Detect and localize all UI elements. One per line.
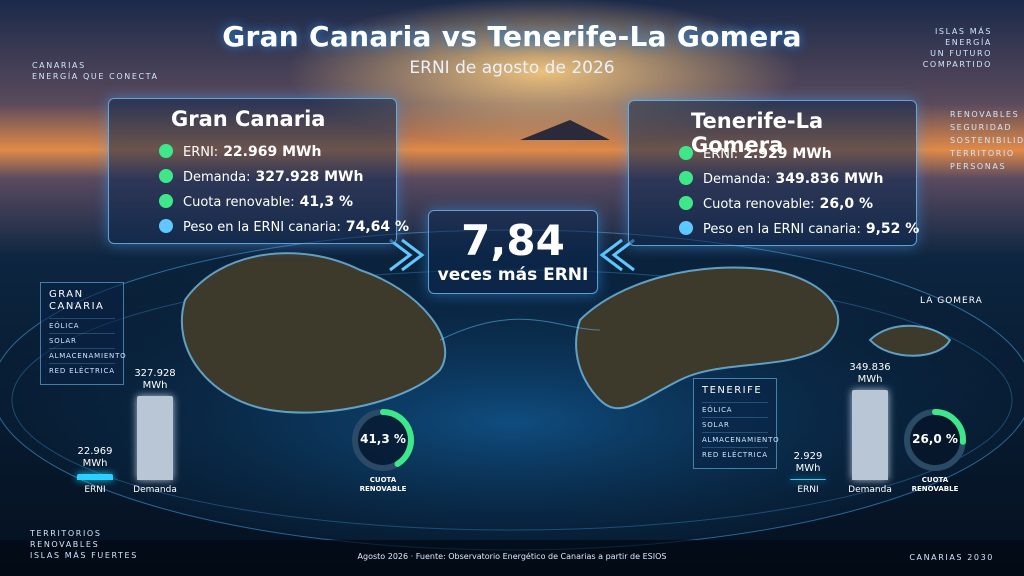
stat-value: 327.928 MWh bbox=[255, 169, 364, 185]
donut-arc bbox=[380, 409, 414, 467]
top-right-slogan: ISLAS MÁS ENERGÍA UN FUTURO COMPARTIDO bbox=[922, 27, 992, 69]
bar-value-label: 22.969 MWh bbox=[77, 446, 113, 470]
bar-category-label: Demanda bbox=[848, 485, 892, 495]
right-menu: RENOVABLES SEGURIDAD SOSTENIBILIDAD TERR… bbox=[950, 110, 1024, 171]
bar-category-label: ERNI bbox=[84, 485, 106, 495]
panel-item: RED ELÉCTRICA bbox=[49, 363, 115, 378]
stat-value: 74,64 % bbox=[345, 219, 410, 235]
stat-icon bbox=[159, 194, 173, 208]
stat-label: ERNI: bbox=[703, 147, 739, 162]
panel-item: EÓLICA bbox=[49, 318, 115, 333]
panel-item: ALMACENAMIENTO bbox=[49, 348, 126, 363]
stat-row: Peso en la ERNI canaria: 9,52 % bbox=[679, 221, 919, 237]
stat-value: 349.836 MWh bbox=[775, 171, 884, 187]
title: Gran Canaria vs Tenerife-La Gomera bbox=[222, 20, 802, 53]
bar bbox=[790, 479, 826, 480]
brand: CANARIAS ENERGÍA QUE CONECTA bbox=[32, 61, 159, 81]
donut-caption: CUOTA RENOVABLE bbox=[359, 476, 407, 493]
ratio-value: 7,84 bbox=[461, 216, 565, 265]
stat-icon bbox=[159, 169, 173, 183]
stat-value: 2.929 MWh bbox=[743, 146, 832, 162]
stat-label: Peso en la ERNI canaria: bbox=[703, 222, 861, 237]
donut-caption: CUOTA RENOVABLE bbox=[911, 476, 959, 493]
donut bbox=[352, 409, 414, 471]
panel-item: SOLAR bbox=[702, 417, 768, 432]
island-card: Gran Canaria ERNI: 22.969 MWh Demanda: 327.9… bbox=[108, 98, 409, 244]
bar-value-label: 349.836 MWh bbox=[849, 362, 891, 385]
stat-icon bbox=[679, 146, 693, 160]
stat-row: ERNI: 2.929 MWh bbox=[679, 146, 832, 162]
bar bbox=[137, 395, 173, 480]
stat-label: ERNI: bbox=[183, 145, 219, 160]
stat-icon bbox=[159, 144, 173, 158]
stat-row: Cuota renovable: 26,0 % bbox=[679, 196, 873, 212]
donut-arc bbox=[932, 409, 966, 445]
stat-value: 22.969 MWh bbox=[223, 144, 322, 160]
panel-item: RED ELÉCTRICA bbox=[702, 447, 768, 462]
bar-category-label: Demanda bbox=[133, 485, 177, 495]
panel-title: TENERIFE bbox=[702, 385, 763, 396]
bar-value-label: 2.929 MWh bbox=[793, 451, 823, 475]
bottom-left-slogan: TERRITORIOS RENOVABLES ISLAS MÁS FUERTES bbox=[30, 529, 138, 560]
side-panel: GRAN CANARIA EÓLICA SOLAR ALMACENAMIENTO RED… bbox=[40, 282, 126, 385]
side-panel: TENERIFE EÓLICA SOLAR ALMACENAMIENTO RED ELÉ… bbox=[693, 378, 779, 469]
stat-value: 41,3 % bbox=[299, 194, 354, 210]
donut bbox=[904, 409, 966, 471]
panel-title: GRAN CANARIA bbox=[49, 289, 105, 312]
stat-label: Cuota renovable: bbox=[703, 197, 815, 212]
bottom-right-slogan: CANARIAS 2030 bbox=[909, 553, 994, 562]
island-card: Tenerife-La Gomera ERNI: 2.929 MWh Demanda:… bbox=[628, 100, 919, 246]
stat-row: Peso en la ERNI canaria: 74,64 % bbox=[159, 219, 409, 235]
source: Agosto 2026 · Fuente: Observatorio Energ… bbox=[357, 552, 667, 561]
bar-category-label: ERNI bbox=[797, 485, 819, 495]
bar bbox=[852, 390, 888, 480]
panel-item: ALMACENAMIENTO bbox=[702, 432, 779, 447]
stat-label: Peso en la ERNI canaria: bbox=[183, 220, 341, 235]
ratio-label: veces más ERNI bbox=[437, 265, 589, 285]
stat-row: Cuota renovable: 41,3 % bbox=[159, 194, 353, 210]
stat-icon bbox=[679, 196, 693, 210]
island-label: LA GOMERA bbox=[920, 296, 983, 306]
panel-item: SOLAR bbox=[49, 333, 115, 348]
island-name: Tenerife-La Gomera bbox=[691, 109, 824, 157]
stat-value: 9,52 % bbox=[865, 221, 920, 237]
stat-icon bbox=[679, 171, 693, 185]
stat-row: Demanda: 327.928 MWh bbox=[159, 169, 363, 185]
island-name: Gran Canaria bbox=[171, 107, 326, 131]
stat-value: 26,0 % bbox=[819, 196, 874, 212]
stat-row: ERNI: 22.969 MWh bbox=[159, 144, 321, 160]
bar-value-label: 327.928 MWh bbox=[134, 367, 176, 391]
ratio-box: 7,84 veces más ERNI bbox=[428, 210, 598, 294]
stat-icon bbox=[159, 219, 173, 233]
donut-label: 41,3 % bbox=[360, 432, 406, 446]
stat-label: Demanda: bbox=[703, 172, 771, 187]
stat-label: Cuota renovable: bbox=[183, 195, 295, 210]
stat-row: Demanda: 349.836 MWh bbox=[679, 171, 883, 187]
donut-label: 26,0 % bbox=[912, 432, 958, 446]
panel-item: EÓLICA bbox=[702, 402, 768, 417]
stat-icon bbox=[679, 221, 693, 235]
subtitle: ERNI de agosto de 2026 bbox=[409, 58, 615, 78]
stat-label: Demanda: bbox=[183, 170, 251, 185]
bar bbox=[77, 474, 113, 480]
